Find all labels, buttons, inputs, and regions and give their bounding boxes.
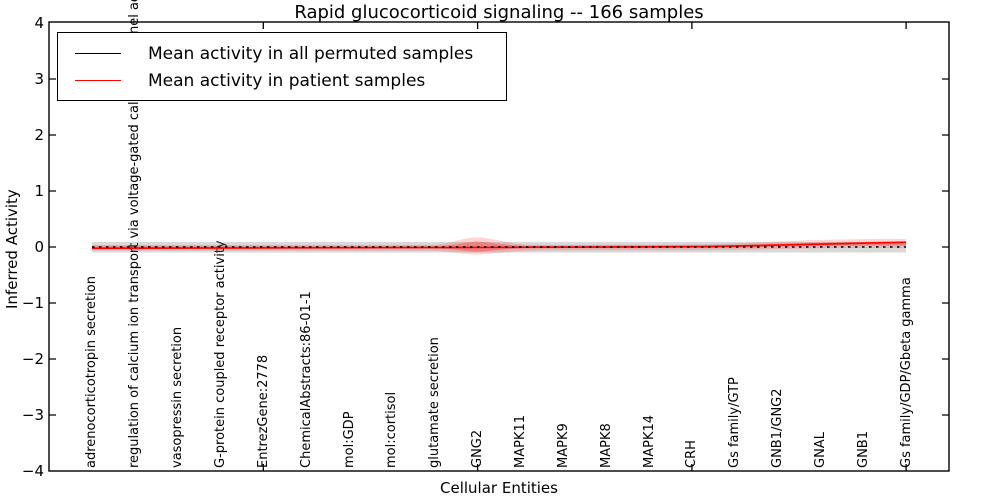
y-tick-label: 3 [34, 70, 44, 88]
legend-item: Mean activity in patient samples [58, 67, 506, 94]
y-tick-label: 4 [34, 14, 44, 32]
y-tick-label: −3 [21, 406, 44, 424]
legend-box: Mean activity in all permuted samples Mea… [57, 32, 507, 101]
legend-item: Mean activity in all permuted samples [58, 40, 506, 67]
legend-line-sample [75, 53, 121, 54]
top-axis-ticks [262, 22, 907, 29]
legend-item-label: Mean activity in patient samples [148, 70, 426, 91]
right-axis-ticks [942, 78, 949, 416]
legend-line-sample [75, 80, 121, 81]
patient-spread-band-outer [92, 237, 906, 255]
bottom-axis-ticks [262, 464, 907, 471]
y-tick-label: −2 [21, 350, 44, 368]
x-axis-label: Cellular Entities [440, 479, 558, 497]
left-axis-ticks [49, 78, 56, 416]
y-tick-label: 1 [34, 182, 44, 200]
y-tick-label: −4 [21, 462, 44, 480]
y-tick-label: 2 [34, 126, 44, 144]
y-tick-label: 0 [34, 238, 44, 256]
patient-mean-line [91, 241, 907, 250]
legend-item-label: Mean activity in all permuted samples [148, 43, 474, 64]
y-tick-label: −1 [21, 294, 44, 312]
chart-title: Rapid glucocorticoid signaling -- 166 sa… [294, 2, 704, 23]
